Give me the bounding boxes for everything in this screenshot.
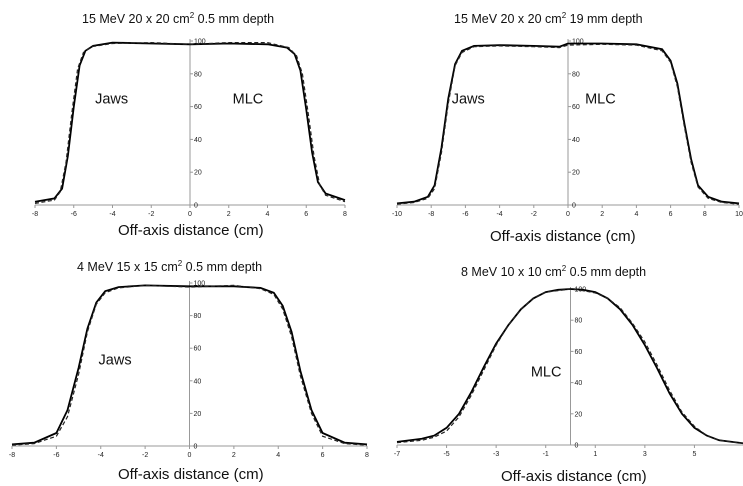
x-tick-label: -2 bbox=[148, 211, 154, 218]
collimator-label: Jaws bbox=[99, 353, 132, 369]
y-tick-label: 0 bbox=[575, 443, 579, 450]
x-tick-label: 0 bbox=[188, 211, 192, 218]
chart-title-depth: 0.5 mm depth bbox=[566, 265, 647, 280]
x-tick-label: 8 bbox=[703, 211, 707, 218]
solid-profile-line bbox=[11, 284, 368, 446]
y-tick-label: 40 bbox=[572, 137, 580, 144]
x-tick-label: 6 bbox=[669, 211, 673, 218]
y-tick-label: 100 bbox=[572, 39, 584, 46]
x-tick-label: 0 bbox=[566, 211, 570, 218]
dashed-profile-line bbox=[34, 41, 346, 204]
x-tick-label: -8 bbox=[32, 211, 38, 218]
y-tick-label: 40 bbox=[575, 380, 583, 387]
chart-panel-bottom-right: 8 MeV 10 x 10 cm2 0.5 mm depth -7 -5 -3 -1 1… bbox=[372, 243, 743, 486]
x-tick-label: -6 bbox=[462, 211, 468, 218]
collimator-label: MLC bbox=[531, 364, 562, 380]
x-tick-label: 4 bbox=[276, 452, 280, 459]
x-tick-label: 2 bbox=[600, 211, 604, 218]
x-tick-label: -7 bbox=[394, 451, 400, 458]
dashed-profile-line bbox=[11, 284, 368, 446]
chart-title-depth: 0.5 mm depth bbox=[194, 12, 275, 27]
x-tick-label: -6 bbox=[71, 211, 77, 218]
x-tick-label: -8 bbox=[428, 211, 434, 218]
x-axis-label: Off-axis distance (cm) bbox=[118, 466, 264, 483]
x-tick-label: 6 bbox=[321, 452, 325, 459]
chart-title-text: 15 MeV 20 x 20 cm bbox=[454, 12, 562, 27]
chart-panel-bottom-left: 4 MeV 15 x 15 cm2 0.5 mm depth -8 -6 -4 -2 0… bbox=[0, 243, 372, 486]
collimator-label: Jaws bbox=[452, 91, 485, 107]
y-tick-label: 20 bbox=[572, 170, 580, 177]
y-tick-label: 80 bbox=[572, 71, 580, 78]
y-tick-label: 60 bbox=[572, 104, 580, 111]
x-tick-label: -10 bbox=[392, 211, 402, 218]
x-tick-label: 8 bbox=[343, 211, 347, 218]
x-axis-label: Off-axis distance (cm) bbox=[490, 228, 636, 245]
x-tick-label: 6 bbox=[304, 211, 308, 218]
chart-title-superscript: 2 bbox=[561, 264, 567, 273]
y-tick-label: 40 bbox=[194, 137, 202, 144]
x-tick-label: -3 bbox=[493, 451, 499, 458]
chart-title-superscript: 2 bbox=[561, 11, 567, 20]
y-tick-label: 60 bbox=[194, 346, 202, 353]
y-tick-label: 20 bbox=[194, 411, 202, 418]
x-tick-label: -5 bbox=[443, 451, 449, 458]
chart-title-superscript: 2 bbox=[189, 11, 195, 20]
chart-title-depth: 19 mm depth bbox=[566, 12, 643, 27]
y-tick-label: 20 bbox=[194, 170, 202, 177]
x-tick-label: 3 bbox=[643, 451, 647, 458]
dashed-profile-line bbox=[396, 43, 740, 205]
x-tick-label: 0 bbox=[188, 452, 192, 459]
chart-title: 15 MeV 20 x 20 cm2 19 mm depth bbox=[454, 11, 643, 26]
x-tick-label: 4 bbox=[634, 211, 638, 218]
chart-panel-top-left: 15 MeV 20 x 20 cm2 0.5 mm depth -8 -6 -4 -2… bbox=[0, 0, 372, 243]
x-tick-label: 10 bbox=[735, 211, 743, 218]
x-tick-label: 1 bbox=[593, 451, 597, 458]
chart-title-text: 4 MeV 15 x 15 cm bbox=[77, 260, 178, 275]
x-tick-label: 2 bbox=[232, 452, 236, 459]
y-tick-label: 60 bbox=[575, 349, 583, 356]
chart-title-text: 8 MeV 10 x 10 cm bbox=[461, 265, 562, 280]
collimator-label: Jaws bbox=[95, 91, 128, 107]
collimator-label: MLC bbox=[233, 91, 264, 107]
y-tick-label: 80 bbox=[194, 313, 202, 320]
y-tick-label: 20 bbox=[575, 411, 583, 418]
y-tick-label: 0 bbox=[572, 203, 576, 210]
x-tick-label: -8 bbox=[9, 452, 15, 459]
chart-title-depth: 0.5 mm depth bbox=[182, 260, 263, 275]
y-tick-label: 40 bbox=[194, 378, 202, 385]
solid-profile-line bbox=[396, 42, 740, 205]
chart-title: 15 MeV 20 x 20 cm2 0.5 mm depth bbox=[82, 11, 274, 26]
y-tick-label: 0 bbox=[194, 444, 198, 451]
y-tick-label: 0 bbox=[194, 203, 198, 210]
y-tick-label: 80 bbox=[194, 71, 202, 78]
chart-title-text: 15 MeV 20 x 20 cm bbox=[82, 12, 190, 27]
y-tick-label: 100 bbox=[194, 39, 206, 46]
x-tick-label: -2 bbox=[531, 211, 537, 218]
chart-title: 8 MeV 10 x 10 cm2 0.5 mm depth bbox=[461, 264, 646, 279]
x-axis-label: Off-axis distance (cm) bbox=[118, 222, 264, 239]
x-tick-label: 4 bbox=[266, 211, 270, 218]
x-tick-label: 5 bbox=[692, 451, 696, 458]
chart-panel-top-right: 15 MeV 20 x 20 cm2 19 mm depth -10 -8 -6 -4… bbox=[372, 0, 743, 245]
collimator-label: MLC bbox=[585, 91, 616, 107]
x-axis-label: Off-axis distance (cm) bbox=[501, 468, 647, 485]
x-tick-label: 8 bbox=[365, 452, 369, 459]
y-tick-label: 100 bbox=[194, 281, 206, 288]
dashed-profile-line bbox=[396, 288, 743, 444]
x-tick-label: -2 bbox=[142, 452, 148, 459]
x-tick-label: -4 bbox=[109, 211, 115, 218]
chart-title: 4 MeV 15 x 15 cm2 0.5 mm depth bbox=[77, 259, 262, 274]
x-tick-label: 2 bbox=[227, 211, 231, 218]
x-tick-label: -1 bbox=[543, 451, 549, 458]
y-tick-label: 60 bbox=[194, 104, 202, 111]
x-tick-label: -6 bbox=[53, 452, 59, 459]
x-tick-label: -4 bbox=[98, 452, 104, 459]
chart-title-superscript: 2 bbox=[177, 259, 183, 268]
y-tick-label: 80 bbox=[575, 318, 583, 325]
x-tick-label: -4 bbox=[496, 211, 502, 218]
